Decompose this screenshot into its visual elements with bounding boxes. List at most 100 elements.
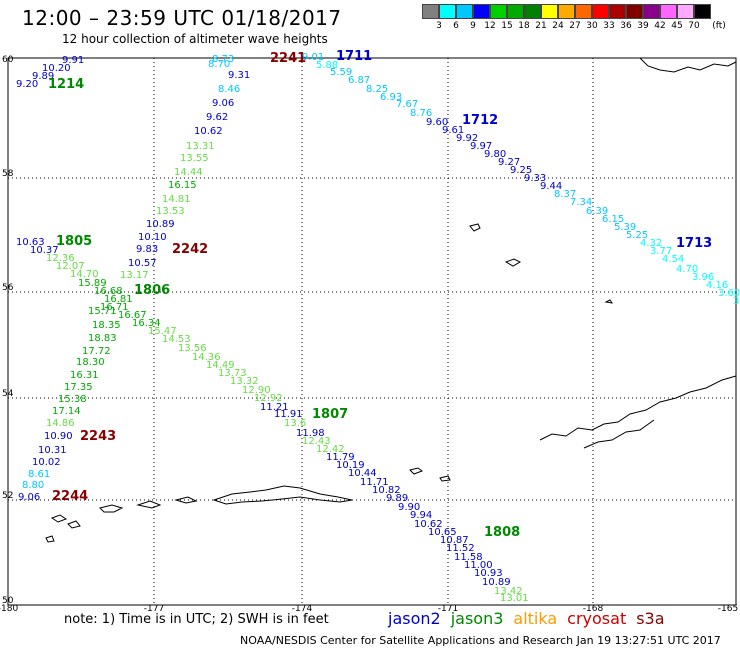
wave-height-label: 14.36 — [192, 352, 221, 363]
wave-height-label: 10.87 — [440, 535, 469, 546]
wave-height-label: 5.88 — [316, 60, 338, 71]
aleutian-islands-far-west-2 — [67, 520, 81, 529]
wave-height-label: 14.81 — [162, 194, 191, 205]
wave-height-label: 10.44 — [348, 468, 377, 479]
wave-height-label: 9.31 — [228, 70, 250, 81]
wave-height-label: 8.80 — [22, 480, 44, 491]
wave-height-label: 9.89 — [386, 493, 408, 504]
wave-height-label: 16.31 — [70, 370, 99, 381]
scale-tick-label: 9 — [470, 21, 476, 31]
scale-tick-label: 30 — [586, 21, 598, 31]
wave-height-label: 4.54 — [662, 254, 684, 265]
wave-height-label: 6.15 — [602, 214, 624, 225]
wave-height-label: 13.42 — [494, 586, 523, 597]
scale-tick-label: 6 — [453, 21, 459, 31]
aleutian-islands-west-3 — [174, 496, 198, 504]
wave-height-label: 17.14 — [52, 406, 81, 417]
scale-swatch — [558, 4, 575, 19]
longitude-label: -168 — [583, 604, 604, 614]
pribilof-island-1 — [469, 223, 481, 232]
scale-tick-label: 42 — [654, 21, 666, 31]
wave-height-label: 6.39 — [586, 206, 608, 217]
wave-height-label: 13.31 — [186, 141, 215, 152]
wave-height-label: 3. — [733, 296, 740, 307]
coastline — [45, 57, 737, 543]
wave-height-label: 13.73 — [218, 368, 247, 379]
alaska-coast — [639, 57, 737, 73]
longitude-label: -171 — [438, 604, 458, 614]
pass-time-label: 1807 — [312, 407, 348, 422]
wave-height-label: 9.60 — [426, 117, 448, 128]
aleutian-chain-east — [539, 375, 737, 441]
wave-height-label: 9.20 — [16, 79, 38, 90]
longitude-label: -165 — [718, 604, 738, 614]
scale-tick-label: 45 — [671, 21, 683, 31]
wave-height-label: 17.35 — [64, 382, 93, 393]
longitude-label: -177 — [144, 604, 164, 614]
wave-height-label: 9.89 — [32, 71, 54, 82]
wave-height-label: 10.90 — [44, 431, 73, 442]
wave-height-label: 11.21 — [260, 402, 289, 413]
scale-tick-label: 39 — [637, 21, 649, 31]
scale-tick-label: 3 — [436, 21, 442, 31]
latitude-label: 54 — [2, 389, 14, 399]
scale-tick-label: 27 — [569, 21, 581, 31]
satellite-name: jason2 — [388, 609, 441, 628]
wave-height-label: 9.25 — [510, 165, 532, 176]
wave-height-label: 9.83 — [136, 244, 158, 255]
aleutian-islands-mid — [409, 467, 424, 475]
satellite-legend: jason2 jason3 altika cryosat s3a — [388, 609, 675, 628]
wave-height-label: 9.92 — [456, 133, 478, 144]
pass-time-label: 1713 — [676, 236, 712, 251]
axis-labels: -180 -177 -174 -171 -168 -165 60 58 56 54 52 50 — [0, 55, 738, 614]
scale-swatch — [524, 4, 541, 19]
scale-swatch — [575, 4, 592, 19]
pribilof-island-2 — [504, 258, 522, 267]
wave-height-label: 9.62 — [206, 112, 228, 123]
wave-height-label: 3.96 — [692, 272, 714, 283]
wave-height-label: 13.01 — [500, 593, 529, 604]
scale-swatch — [439, 4, 456, 19]
wave-height-label: 10.10 — [138, 232, 167, 243]
satellite-name: jason3 — [450, 609, 504, 628]
wave-height-label: 13.17 — [120, 270, 149, 281]
wave-height-label: 16.67 — [118, 310, 147, 321]
wave-height-label: 18.30 — [76, 357, 105, 368]
wave-height-label: 18.35 — [92, 320, 121, 331]
wave-height-label: 10.82 — [372, 485, 401, 496]
wave-height-label: 3.77 — [650, 246, 672, 257]
wave-height-label: 12.07 — [56, 261, 85, 272]
wave-height-label: 13.32 — [230, 376, 259, 387]
wave-height-label: 11.71 — [360, 477, 389, 488]
scale-tick-label: 21 — [535, 21, 547, 31]
scale-tick-label: 15 — [501, 21, 513, 31]
wave-height-label: 9.91 — [62, 55, 84, 66]
wave-height-label: 15.89 — [78, 278, 107, 289]
wave-height-label: 9.94 — [410, 510, 432, 521]
wave-height-label: 9.06 — [18, 492, 40, 503]
wave-height-label: 9.90 — [398, 502, 420, 513]
wave-height-label: 10.63 — [16, 237, 45, 248]
wave-height-label: 10.57 — [128, 258, 157, 269]
wave-height-label: 12.90 — [242, 385, 271, 396]
wave-height-label: 4.16 — [706, 280, 728, 291]
wave-height-label: 16.34 — [132, 318, 161, 329]
map-frame — [7, 57, 737, 606]
wave-height-label: 5.39 — [614, 222, 636, 233]
wave-height-label: 10.62 — [414, 519, 443, 530]
wave-height-label: 16.81 — [104, 294, 133, 305]
wave-height-label: 16.68 — [94, 286, 123, 297]
wave-height-label: 14.53 — [162, 334, 191, 345]
wave-height-label: 9.80 — [484, 149, 506, 160]
wave-height-label: 8.25 — [366, 84, 388, 95]
aleutian-islands-west — [99, 504, 124, 513]
wave-height-label: 10.37 — [30, 245, 59, 256]
wave-height-label: 11.98 — [296, 428, 325, 439]
pass-time-label: 2243 — [80, 429, 116, 444]
wave-height-label: 8.76 — [410, 108, 432, 119]
wave-height-label: 10.89 — [482, 577, 511, 588]
wave-height-label: 12.92 — [254, 393, 283, 404]
wave-height-label: 3.60 — [718, 288, 740, 299]
footer-credit: NOAA/NESDIS Center for Satellite Applica… — [240, 634, 721, 647]
